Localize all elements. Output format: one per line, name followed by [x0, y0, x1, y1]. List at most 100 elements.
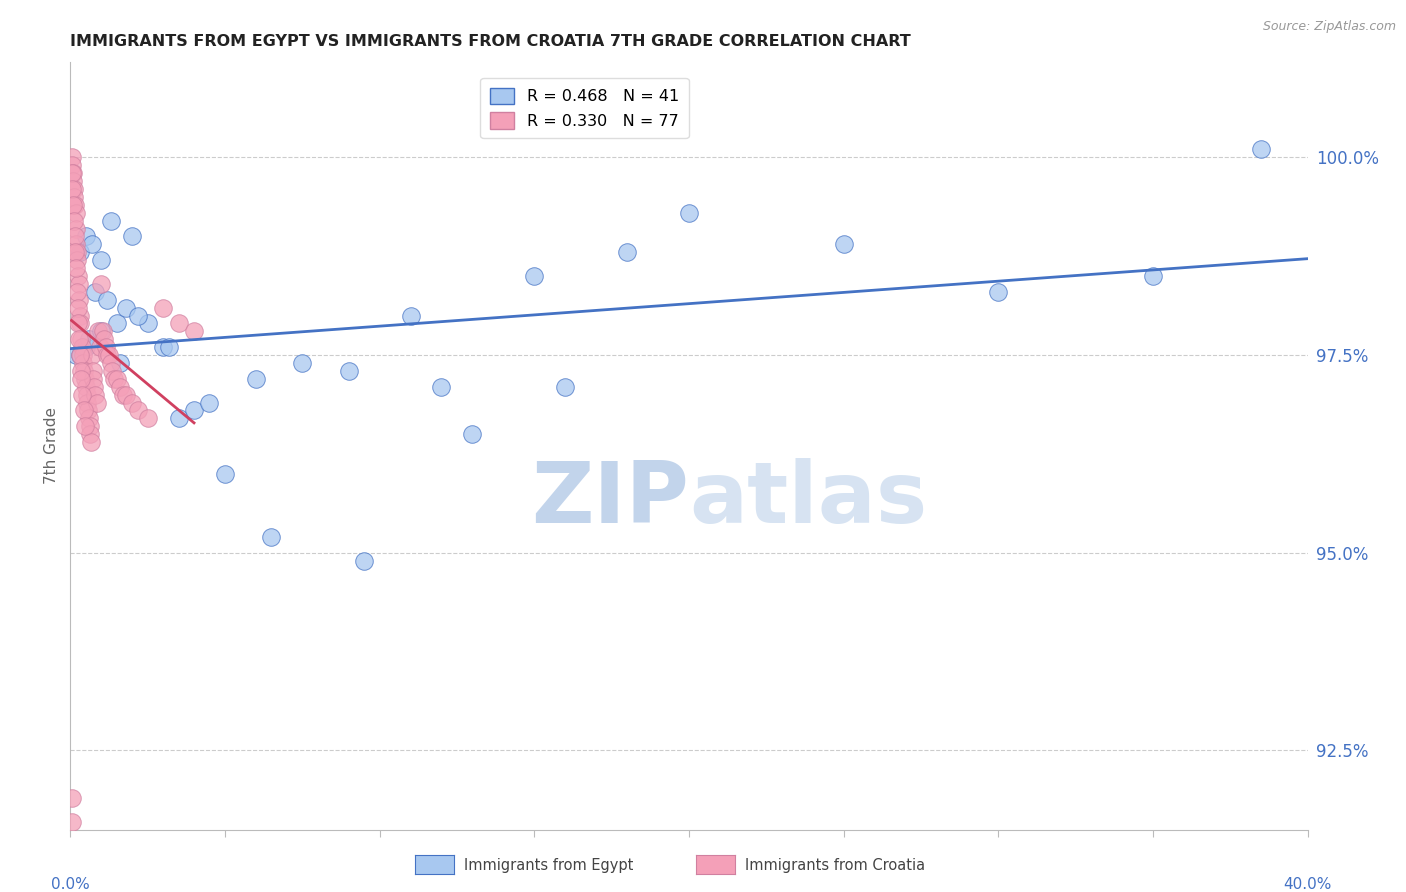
- Point: [83, 380, 105, 394]
- Point: [84, 387, 107, 401]
- Point: [100, 356, 122, 370]
- Point: [136, 411, 159, 425]
- Point: [183, 403, 205, 417]
- Point: [108, 356, 131, 370]
- Point: [65, 261, 87, 276]
- Point: [75, 380, 97, 394]
- Point: [82, 364, 104, 378]
- Point: [72, 348, 94, 362]
- Point: [136, 317, 159, 331]
- Point: [69, 317, 91, 331]
- Point: [69, 245, 91, 260]
- Point: [832, 237, 855, 252]
- Point: [73, 364, 96, 378]
- Point: [69, 348, 91, 362]
- Point: [69, 348, 91, 362]
- Point: [75, 372, 97, 386]
- Point: [105, 372, 128, 386]
- Point: [100, 213, 122, 227]
- Text: IMMIGRANTS FROM EGYPT VS IMMIGRANTS FROM CROATIA 7TH GRADE CORRELATION CHART: IMMIGRANTS FROM EGYPT VS IMMIGRANTS FROM…: [70, 34, 911, 49]
- Point: [65, 237, 87, 252]
- Point: [1250, 143, 1272, 157]
- Point: [198, 395, 221, 409]
- Point: [62, 166, 84, 180]
- Point: [337, 364, 360, 378]
- Point: [75, 229, 97, 244]
- Point: [63, 182, 86, 196]
- Point: [82, 372, 105, 386]
- Point: [79, 427, 101, 442]
- Point: [89, 340, 111, 354]
- Point: [105, 317, 128, 331]
- Point: [69, 309, 91, 323]
- Point: [430, 380, 453, 394]
- Point: [353, 554, 375, 568]
- Point: [121, 395, 143, 409]
- Point: [121, 229, 143, 244]
- Text: 40.0%: 40.0%: [1284, 877, 1331, 892]
- Point: [127, 403, 149, 417]
- Point: [90, 253, 112, 268]
- Point: [101, 364, 124, 378]
- Point: [77, 332, 100, 346]
- Point: [157, 340, 180, 354]
- Point: [678, 205, 700, 219]
- Point: [94, 340, 117, 354]
- Point: [65, 348, 87, 362]
- Text: atlas: atlas: [689, 458, 927, 541]
- Legend: R = 0.468   N = 41, R = 0.330   N = 77: R = 0.468 N = 41, R = 0.330 N = 77: [481, 78, 689, 138]
- Point: [76, 395, 98, 409]
- Point: [76, 387, 98, 401]
- Point: [90, 324, 112, 338]
- Point: [77, 403, 100, 417]
- Point: [60, 166, 83, 180]
- Point: [103, 372, 125, 386]
- Point: [72, 403, 94, 417]
- Point: [111, 387, 134, 401]
- Point: [80, 348, 103, 362]
- Point: [60, 791, 83, 805]
- Point: [62, 213, 84, 227]
- Point: [90, 277, 112, 291]
- Point: [73, 419, 96, 434]
- Point: [84, 285, 107, 299]
- Point: [80, 237, 103, 252]
- Point: [66, 253, 89, 268]
- Point: [67, 268, 90, 283]
- Point: [87, 324, 110, 338]
- Point: [523, 268, 546, 283]
- Point: [60, 182, 83, 196]
- Point: [70, 332, 93, 346]
- Point: [72, 387, 94, 401]
- Point: [72, 356, 94, 370]
- Text: 0.0%: 0.0%: [51, 877, 90, 892]
- Point: [152, 340, 174, 354]
- Point: [63, 229, 86, 244]
- Y-axis label: 7th Grade: 7th Grade: [44, 408, 59, 484]
- Text: ZIP: ZIP: [531, 458, 689, 541]
- Point: [65, 221, 87, 235]
- Point: [62, 158, 84, 172]
- Point: [86, 395, 108, 409]
- Point: [96, 348, 118, 362]
- Point: [63, 190, 86, 204]
- Point: [62, 198, 84, 212]
- Point: [60, 814, 83, 829]
- Point: [67, 293, 90, 307]
- Point: [70, 372, 93, 386]
- Point: [183, 324, 205, 338]
- Text: Immigrants from Egypt: Immigrants from Egypt: [464, 858, 633, 872]
- Point: [96, 293, 118, 307]
- Point: [1142, 268, 1164, 283]
- Point: [91, 324, 114, 338]
- Text: Immigrants from Croatia: Immigrants from Croatia: [745, 858, 925, 872]
- Point: [77, 411, 100, 425]
- Point: [66, 245, 89, 260]
- Point: [66, 285, 89, 299]
- Point: [69, 364, 91, 378]
- Point: [75, 340, 97, 354]
- Point: [65, 205, 87, 219]
- Point: [214, 467, 236, 481]
- Point: [62, 174, 84, 188]
- Point: [616, 245, 638, 260]
